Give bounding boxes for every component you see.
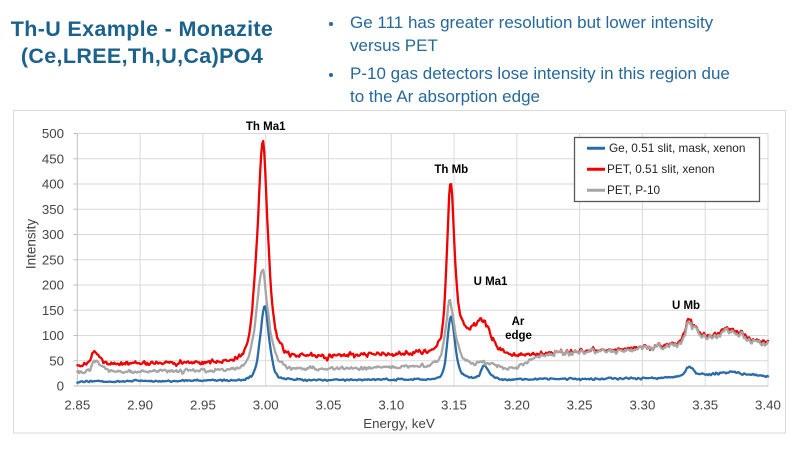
svg-text:PET, P-10: PET, P-10 <box>607 183 661 197</box>
svg-text:300: 300 <box>42 227 64 242</box>
svg-text:PET, 0.51 slit, xenon: PET, 0.51 slit, xenon <box>607 162 715 176</box>
svg-text:150: 150 <box>42 303 64 318</box>
svg-text:0: 0 <box>57 379 64 394</box>
svg-text:Ar: Ar <box>512 316 525 328</box>
svg-text:3.00: 3.00 <box>253 398 279 413</box>
svg-text:250: 250 <box>42 252 64 267</box>
svg-text:2.85: 2.85 <box>64 398 90 413</box>
svg-text:2.95: 2.95 <box>190 398 216 413</box>
svg-text:Th Mb: Th Mb <box>434 164 468 176</box>
svg-text:200: 200 <box>42 278 64 293</box>
svg-text:2.90: 2.90 <box>127 398 153 413</box>
svg-text:3.20: 3.20 <box>504 398 530 413</box>
svg-text:Ge, 0.51 slit, mask, xenon: Ge, 0.51 slit, mask, xenon <box>609 141 745 155</box>
svg-text:Energy, keV: Energy, keV <box>363 416 435 431</box>
svg-text:500: 500 <box>42 126 64 141</box>
svg-text:Th Ma1: Th Ma1 <box>246 121 286 133</box>
svg-text:U Mb: U Mb <box>672 300 700 312</box>
svg-text:400: 400 <box>42 177 64 192</box>
svg-text:50: 50 <box>49 353 64 368</box>
svg-text:350: 350 <box>42 202 64 217</box>
svg-text:3.35: 3.35 <box>692 398 718 413</box>
svg-text:100: 100 <box>42 328 64 343</box>
svg-text:3.40: 3.40 <box>755 398 781 413</box>
svg-text:U Ma1: U Ma1 <box>474 276 508 288</box>
svg-text:3.30: 3.30 <box>629 398 655 413</box>
svg-text:edge: edge <box>505 330 532 342</box>
svg-text:450: 450 <box>42 151 64 166</box>
svg-text:3.15: 3.15 <box>441 398 467 413</box>
svg-text:3.10: 3.10 <box>378 398 404 413</box>
svg-text:3.25: 3.25 <box>567 398 593 413</box>
svg-text:Intensity: Intensity <box>23 219 38 270</box>
svg-text:3.05: 3.05 <box>316 398 342 413</box>
